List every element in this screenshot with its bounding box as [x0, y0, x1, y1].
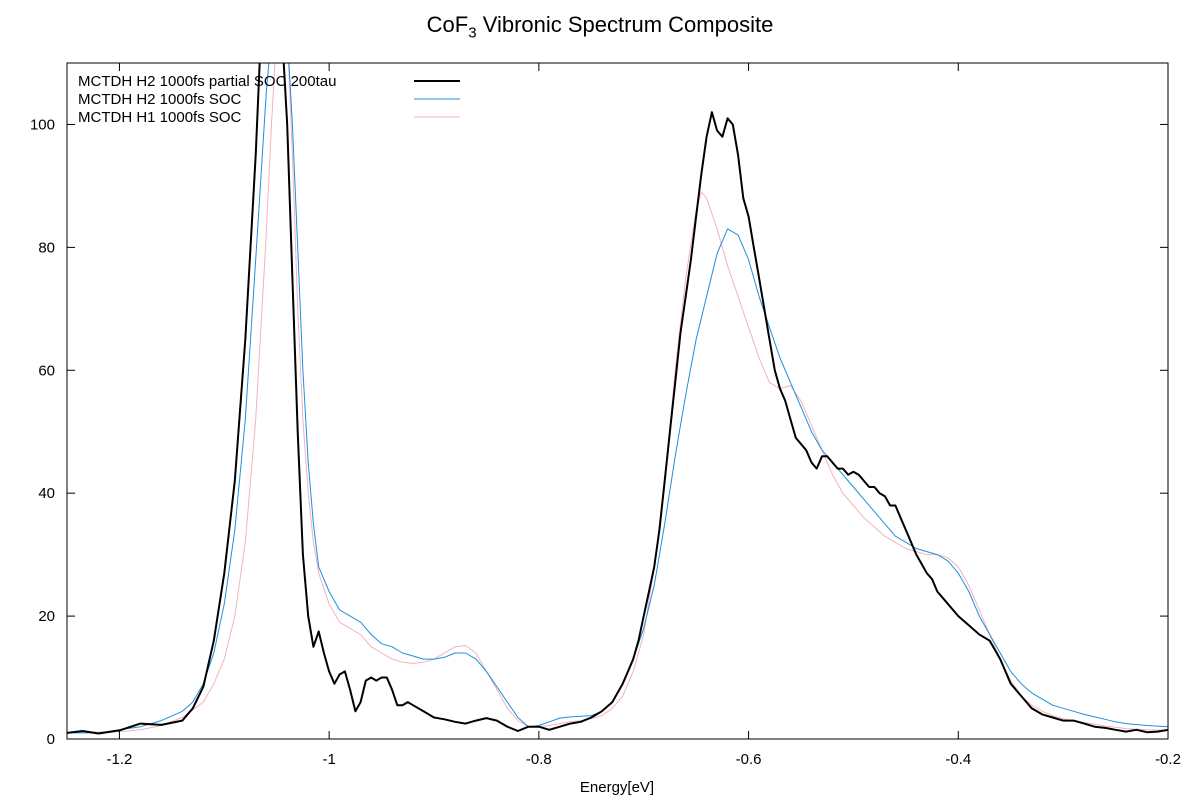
- chart-title-prefix: CoF: [426, 12, 469, 37]
- y-tick-label: 60: [38, 362, 55, 379]
- chart-title-subscript: 3: [468, 24, 477, 42]
- x-tick-label: -1.2: [106, 751, 132, 768]
- x-tick-label: -0.2: [1155, 751, 1181, 768]
- chart-title-suffix: Vibronic Spectrum Composite: [476, 12, 774, 37]
- y-tick-label: 80: [38, 239, 55, 256]
- y-axis: 0 20 40 60 80 100: [30, 116, 1168, 748]
- x-tick-label: -0.8: [526, 751, 552, 768]
- legend-label-1: MCTDH H2 1000fs SOC: [78, 91, 242, 108]
- x-axis-label: Energy[eV]: [580, 779, 654, 796]
- legend-label-2: MCTDH H1 1000fs SOC: [78, 109, 242, 126]
- series-line-0: [67, 63, 1168, 735]
- y-tick-label: 100: [30, 116, 55, 133]
- x-tick-label: -0.4: [945, 751, 971, 768]
- legend: MCTDH H2 1000fs partial SOC 200tauMCTDH …: [78, 73, 460, 126]
- chart-title: CoF3 Vibronic Spectrum Composite: [0, 12, 1200, 41]
- plot-frame: [66, 62, 1169, 740]
- x-axis: -1.2 -1 -0.8 -0.6 -0.4 -0.2: [106, 63, 1181, 768]
- legend-label-0: MCTDH H2 1000fs partial SOC 200tau: [78, 73, 336, 90]
- y-tick-label: 0: [47, 731, 55, 748]
- x-tick-label: -1: [322, 751, 335, 768]
- series-line-2: [67, 63, 1168, 734]
- y-tick-label: 40: [38, 485, 55, 502]
- y-tick-label: 20: [38, 608, 55, 625]
- x-tick-label: -0.6: [736, 751, 762, 768]
- series-layer: [67, 63, 1168, 735]
